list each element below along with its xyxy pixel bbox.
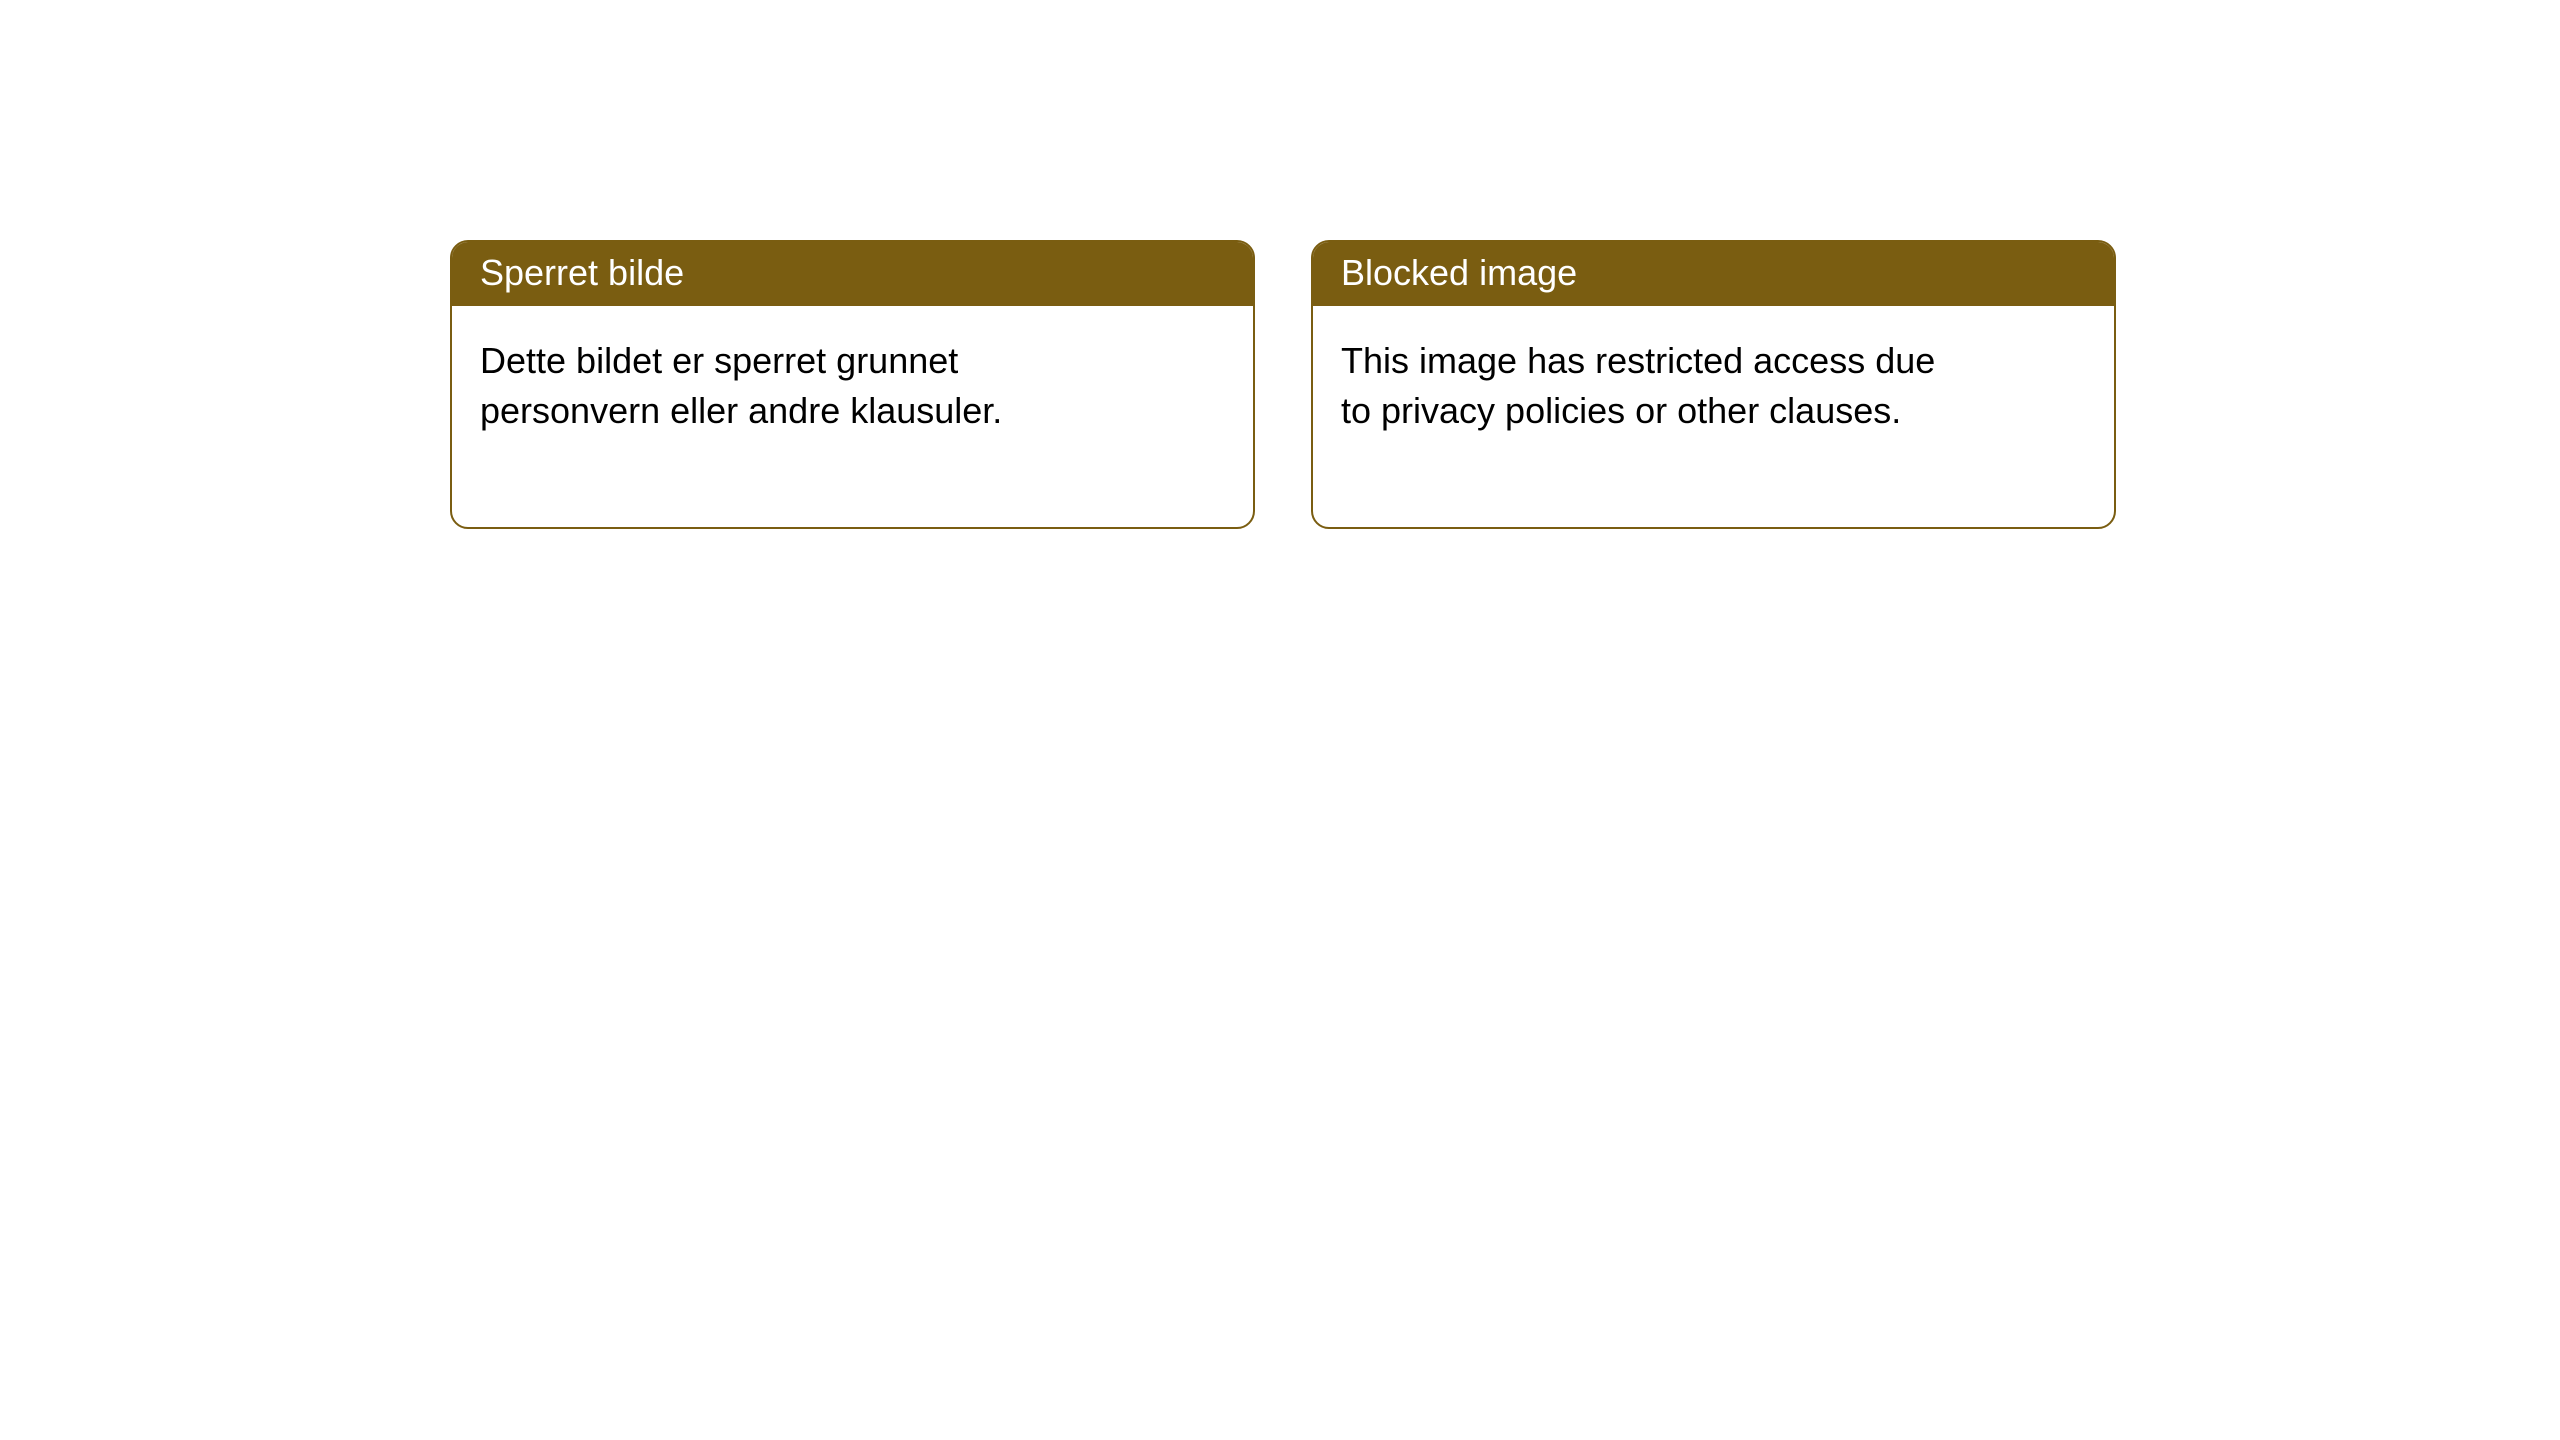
notice-card-norwegian: Sperret bilde Dette bildet er sperret gr… (450, 240, 1255, 529)
notice-container: Sperret bilde Dette bildet er sperret gr… (0, 0, 2560, 529)
notice-header: Blocked image (1313, 242, 2114, 306)
notice-body: This image has restricted access due to … (1313, 306, 1993, 527)
notice-body: Dette bildet er sperret grunnet personve… (452, 306, 1132, 527)
notice-header: Sperret bilde (452, 242, 1253, 306)
notice-card-english: Blocked image This image has restricted … (1311, 240, 2116, 529)
